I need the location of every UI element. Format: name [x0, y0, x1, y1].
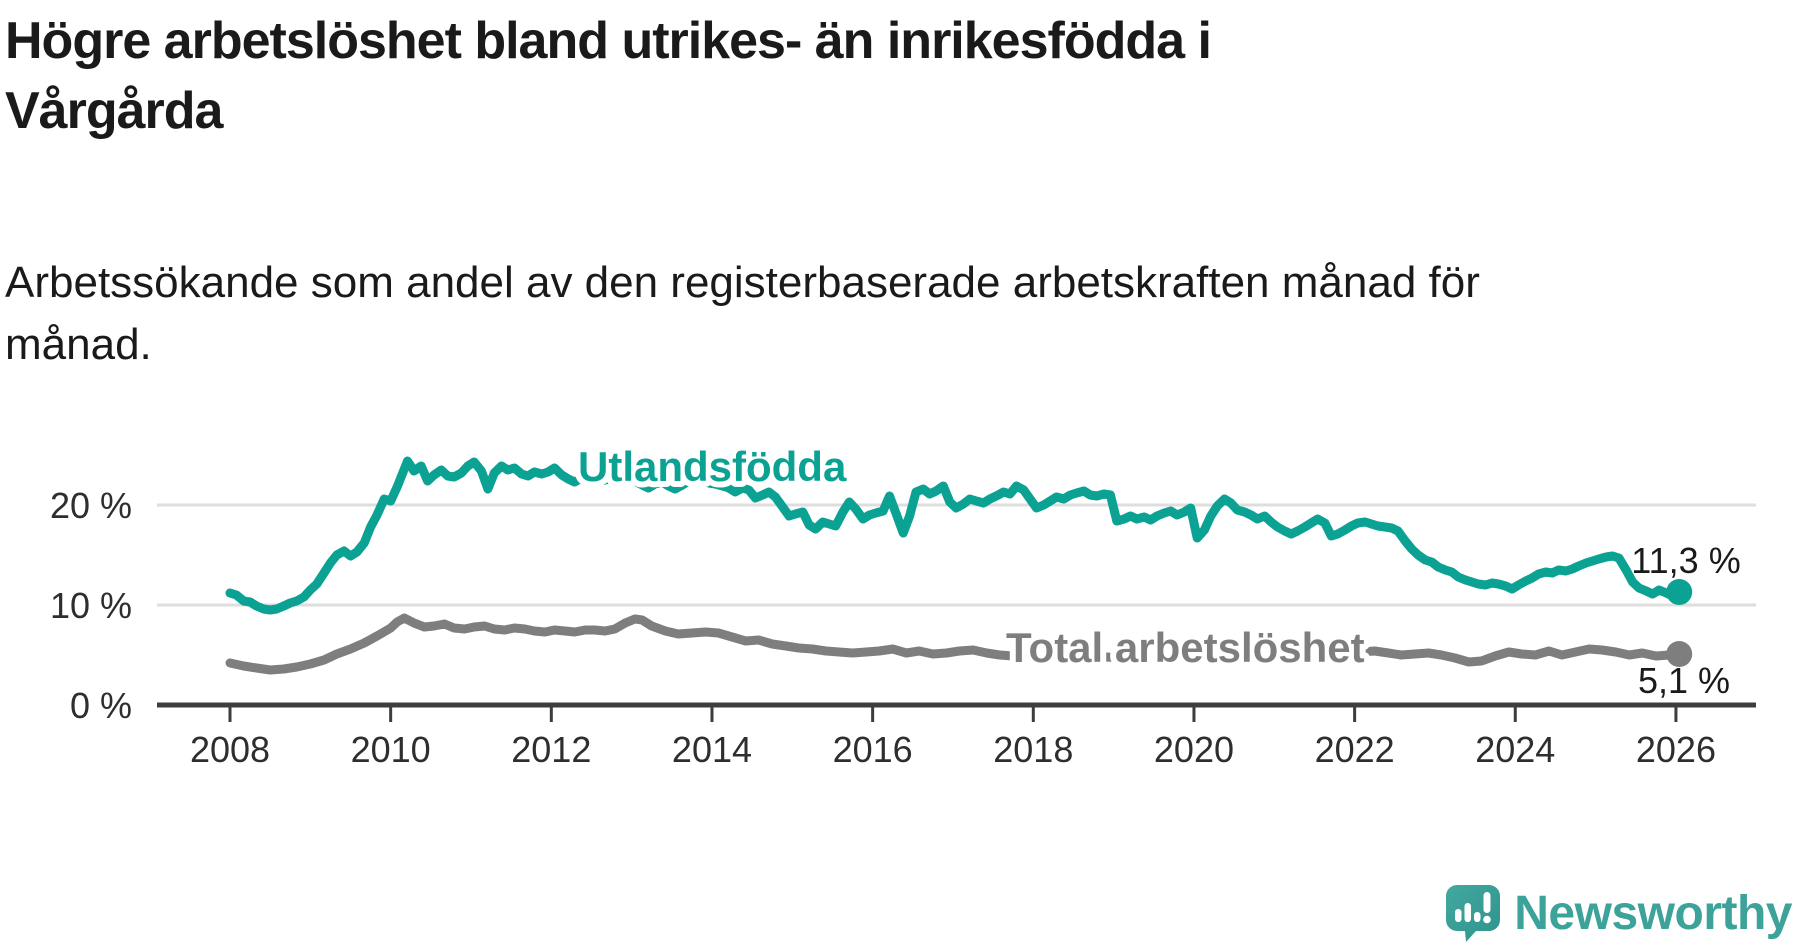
y-tick-label-20: 20 % [50, 485, 132, 526]
end-value-label-utlandsfodda: 11,3 % [1631, 540, 1740, 581]
newsworthy-speech-bubble-chart-icon [1446, 885, 1501, 942]
exclamation-dot [1483, 915, 1492, 924]
y-tick-label-0: 0 % [70, 685, 132, 726]
y-tick-label-10: 10 % [50, 585, 132, 626]
speech-bubble-shape [1446, 885, 1501, 942]
chart-subtitle-line2: månad. [5, 320, 152, 369]
series-label-total-arbetsloshet: Total arbetslöshet [1006, 624, 1365, 671]
x-tick-label-2014: 2014 [672, 729, 752, 770]
page-title-line2: Vårgårda [5, 82, 223, 140]
series-line-utlandsfodda [225, 456, 1684, 615]
x-tick-label-2016: 2016 [833, 729, 913, 770]
x-tick-label-2024: 2024 [1475, 729, 1555, 770]
x-tick-label-2018: 2018 [993, 729, 1073, 770]
newsworthy-logo: Newsworthy [1444, 883, 1792, 943]
x-tick-label-2022: 2022 [1315, 729, 1395, 770]
chart-subtitle-line1: Arbetssökande som andel av den registerb… [5, 258, 1480, 307]
page-title: Högre arbetslöshet bland utrikes- än inr… [5, 6, 1775, 146]
bar-2 [1464, 903, 1472, 922]
x-axis-ticks [228, 707, 1678, 722]
y-axis-labels: 0 % 10 % 20 % [50, 485, 132, 726]
series-endpoint-dot-total [1666, 641, 1693, 667]
x-tick-label-2026: 2026 [1636, 729, 1716, 770]
series-endpoint-dot-utlandsfodda [1666, 579, 1693, 605]
bar-1 [1455, 909, 1462, 922]
x-tick-label-2010: 2010 [351, 729, 431, 770]
end-value-label-total: 5,1 % [1638, 660, 1730, 701]
series-label-utlandsfodda: Utlandsfödda [578, 443, 847, 490]
x-tick-label-2020: 2020 [1154, 729, 1234, 770]
x-tick-label-2008: 2008 [190, 729, 270, 770]
newsworthy-logo-text: Newsworthy [1514, 886, 1792, 940]
chart-subtitle: Arbetssökande som andel av den registerb… [5, 252, 1505, 376]
exclamation-bar [1483, 892, 1491, 913]
series-line-total-arbetsloshet [225, 613, 1684, 675]
x-tick-label-2012: 2012 [511, 729, 591, 770]
page-title-line1: Högre arbetslöshet bland utrikes- än inr… [5, 12, 1212, 70]
bar-3 [1474, 912, 1481, 922]
x-axis-tick-labels: 2008 2010 2012 2014 2016 2018 2020 2022 2024 2026 [190, 729, 1716, 770]
